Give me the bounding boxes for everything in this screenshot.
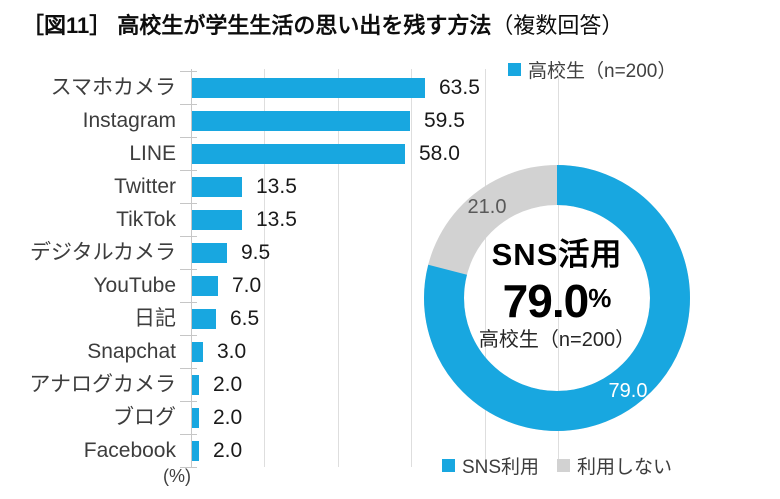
bar-category-label: Facebook — [83, 439, 176, 462]
axis-tick — [180, 368, 197, 369]
donut-legend: SNS利用 利用しない — [412, 452, 702, 479]
donut-legend-swatch-nonuse-icon — [557, 459, 571, 472]
donut-center-subtitle: 高校生（n=200） — [478, 329, 636, 351]
donut-chart — [424, 165, 690, 431]
bar — [192, 308, 216, 329]
bar-category-label: アナログカメラ — [29, 373, 176, 396]
bar — [192, 341, 203, 362]
donut-legend-label-use: SNS利用 — [461, 457, 540, 478]
axis-tick — [180, 467, 197, 468]
gridline — [558, 69, 559, 467]
bar-legend-swatch-icon — [508, 63, 521, 76]
bar-value-label: 58.0 — [419, 142, 460, 165]
bar-value-label: 2.0 — [213, 373, 243, 396]
bar — [192, 209, 242, 230]
axis-tick — [180, 71, 197, 72]
bar-category-label: ブログ — [113, 406, 176, 429]
bar-value-label: 13.5 — [256, 208, 297, 231]
donut-legend-item-use: SNS利用 — [441, 452, 540, 479]
donut-legend-label-nonuse: 利用しない — [577, 457, 673, 478]
axis-tick — [180, 434, 197, 435]
figure-title-main: ［図11］ 高校生が学生生活の思い出を残す方法 — [22, 13, 492, 38]
gridline — [484, 69, 486, 467]
donut-center-title: SNS活用 — [491, 237, 623, 272]
bar-category-label: Snapchat — [87, 340, 176, 363]
bar-plot-area — [191, 69, 559, 467]
bar-value-label: 9.5 — [241, 241, 271, 264]
bar — [192, 143, 405, 164]
axis-tick — [180, 401, 197, 402]
bar-value-label: 3.0 — [217, 340, 247, 363]
bar-legend: 高校生（n=200） — [508, 56, 676, 83]
bar-value-label: 59.5 — [424, 109, 465, 132]
bar-legend-label: 高校生（n=200） — [528, 61, 677, 82]
bar-category-label: YouTube — [93, 274, 176, 297]
bar-category-label: スマホカメラ — [50, 76, 176, 99]
bar — [192, 176, 242, 197]
bar — [192, 77, 425, 98]
bar — [192, 110, 411, 131]
bar-value-label: 2.0 — [213, 406, 243, 429]
figure-title: ［図11］ 高校生が学生生活の思い出を残す方法（複数回答） — [22, 8, 623, 40]
donut-value-label-nonuse: 21.0 — [467, 196, 507, 218]
bar-value-label: 13.5 — [256, 175, 297, 198]
gridline — [411, 69, 413, 467]
axis-tick — [180, 236, 197, 237]
bar-value-label: 6.5 — [230, 307, 260, 330]
y-axis-line — [191, 69, 192, 467]
bar — [192, 374, 200, 395]
bar-category-label: 日記 — [134, 307, 176, 330]
bar — [192, 440, 200, 461]
bar-value-label: 7.0 — [232, 274, 262, 297]
donut-center-value: 79.0% — [412, 273, 702, 326]
bar-category-label: LINE — [129, 142, 176, 165]
donut-center-value-unit: % — [588, 283, 612, 313]
axis-tick — [180, 170, 197, 171]
bar-rows: スマホカメラ 63.5 Instagram 59.5 LINE 58.0 Twitter 13… — [0, 71, 780, 468]
donut-slice-use — [424, 165, 690, 431]
axis-tick — [180, 302, 197, 303]
donut-legend-item-nonuse: 利用しない — [557, 452, 672, 479]
donut-value-label-use: 79.0 — [608, 380, 648, 402]
donut-center-value-number: 79.0 — [502, 275, 590, 327]
x-axis-unit-label: (%) — [163, 466, 191, 486]
axis-tick — [180, 104, 197, 105]
bar-value-label: 63.5 — [439, 76, 480, 99]
bar-category-label: Instagram — [82, 109, 176, 132]
axis-tick — [180, 335, 197, 336]
donut-center-text: SNS活用 79.0% 高校生（n=200） — [412, 236, 702, 354]
bar — [192, 242, 227, 263]
donut-legend-swatch-use-icon — [441, 459, 455, 472]
axis-tick — [180, 269, 197, 270]
gridline — [337, 69, 339, 467]
gridline — [264, 69, 266, 467]
bar — [192, 275, 218, 296]
figure-title-suffix: （複数回答） — [491, 13, 624, 38]
axis-tick — [180, 203, 197, 204]
bar-category-label: デジタルカメラ — [30, 241, 176, 264]
bar-category-label: TikTok — [116, 208, 176, 231]
bar — [192, 407, 200, 428]
axis-tick — [180, 137, 197, 138]
bar-value-label: 2.0 — [213, 439, 243, 462]
bar-category-label: Twitter — [114, 175, 176, 198]
